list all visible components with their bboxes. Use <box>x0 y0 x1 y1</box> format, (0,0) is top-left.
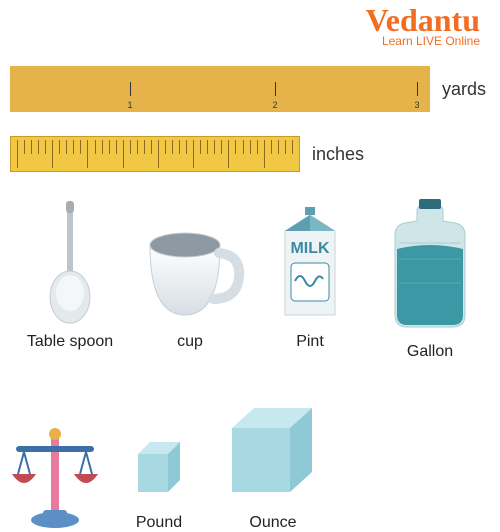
weight-row: Pound Ounce <box>10 398 328 532</box>
inches-row: inches <box>10 136 490 172</box>
cup-item: cup <box>130 195 250 361</box>
spoon-icon <box>35 195 105 325</box>
gallon-label: Gallon <box>407 343 453 361</box>
pint-label: Pint <box>296 333 324 351</box>
yard-tick-2: 2 <box>272 100 277 110</box>
yards-label: yards <box>442 79 486 100</box>
ounce-cube-icon <box>218 398 328 508</box>
brand-tagline: Learn LIVE Online <box>366 34 480 48</box>
tablespoon-item: Table spoon <box>10 195 130 361</box>
yard-tick-1: 1 <box>127 100 132 110</box>
brand-logo: Vedantu Learn LIVE Online <box>366 4 480 48</box>
inch-ruler <box>10 136 300 172</box>
pound-cube-icon <box>124 428 194 508</box>
volume-row: Table spoon cup MILK Pint <box>10 195 490 361</box>
ounce-item: Ounce <box>218 398 328 532</box>
cup-label: cup <box>177 333 203 351</box>
yard-ruler: 1 2 3 <box>10 66 430 112</box>
ounce-label: Ounce <box>249 514 296 532</box>
brand-name: Vedantu <box>366 4 480 36</box>
balance-scale-icon <box>10 422 100 532</box>
yard-tick-3: 3 <box>414 100 419 110</box>
tablespoon-label: Table spoon <box>27 333 113 351</box>
pint-item: MILK Pint <box>250 195 370 361</box>
gallon-item: Gallon <box>370 195 490 361</box>
scale-item <box>10 422 100 532</box>
yards-row: 1 2 3 yards <box>10 66 490 112</box>
gallon-icon <box>375 195 485 335</box>
cup-icon <box>135 195 245 325</box>
milk-carton-icon: MILK <box>265 195 355 325</box>
pound-item: Pound <box>124 428 194 532</box>
milk-text: MILK <box>290 240 330 257</box>
inches-label: inches <box>312 144 364 165</box>
pound-label: Pound <box>136 514 182 532</box>
